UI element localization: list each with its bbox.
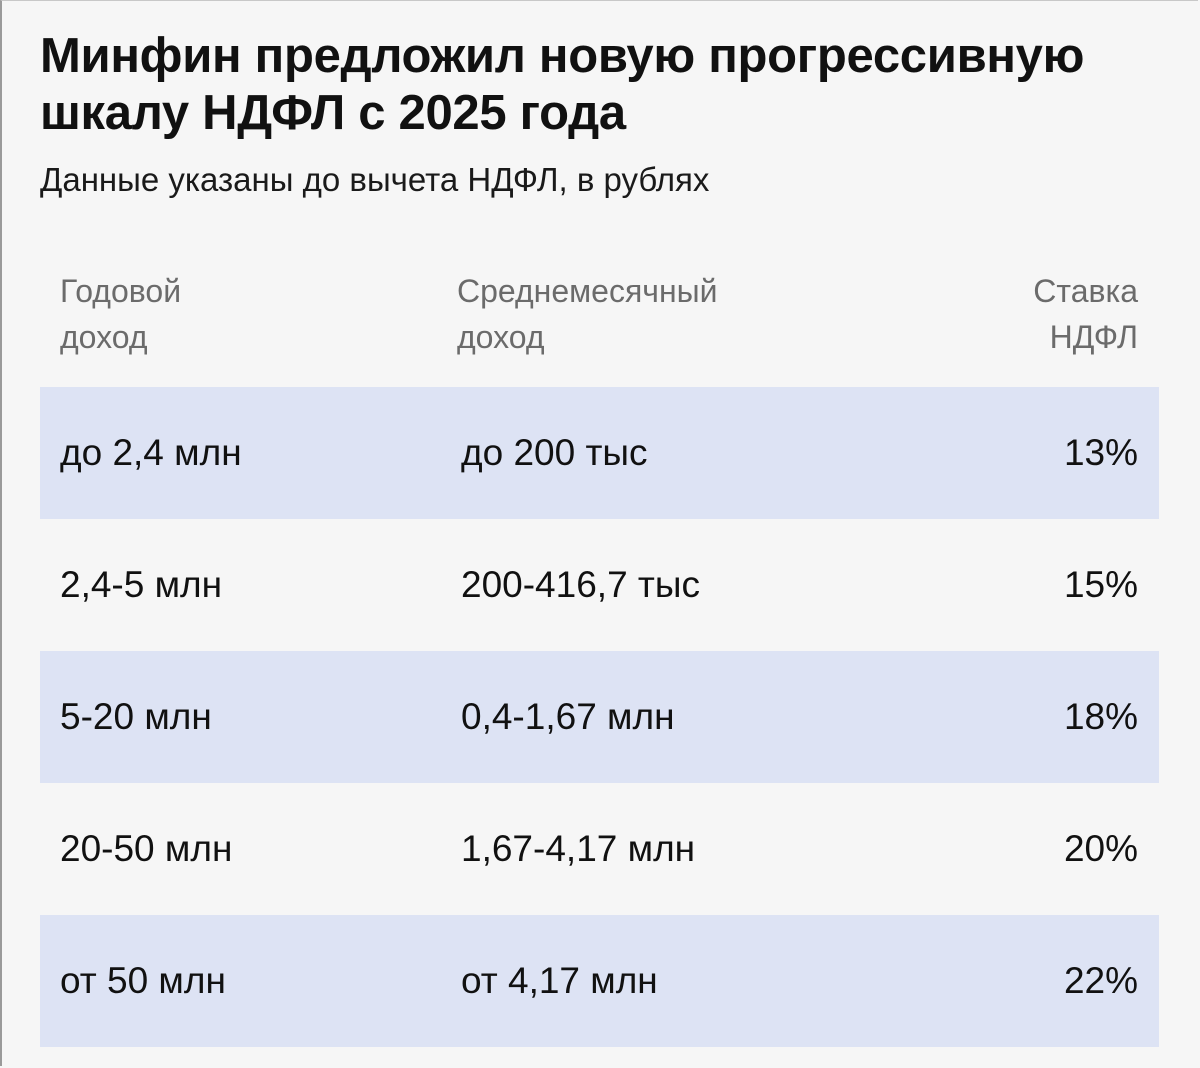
annual-income-cell: 20-50 млн	[60, 828, 233, 869]
chart-subtitle: Данные указаны до вычета НДФЛ, в рублях	[40, 161, 710, 198]
column-header-monthly-income: Среднемесячный доход	[457, 273, 718, 355]
tax-table: до 2,4 млн до 200 тыс 13% 2,4-5 млн 200-…	[40, 387, 1159, 1047]
annual-income-cell: 2,4-5 млн	[60, 564, 223, 605]
monthly-income-cell: до 200 тыс	[461, 432, 648, 473]
annual-income-cell: до 2,4 млн	[60, 432, 242, 473]
table-row: 20-50 млн 1,67-4,17 млн 20%	[40, 783, 1159, 915]
tax-rate-cell: 20%	[1063, 828, 1138, 869]
annual-income-cell: 5-20 млн	[60, 696, 212, 737]
chart-title: Минфин предложил новую прогрессивную шка…	[40, 29, 1085, 140]
tax-rate-cell: 13%	[1063, 432, 1138, 473]
tax-rate-cell: 18%	[1063, 696, 1138, 737]
tax-rate-cell: 15%	[1063, 564, 1138, 605]
table-row: 5-20 млн 0,4-1,67 млн 18%	[40, 651, 1159, 783]
table-row: до 2,4 млн до 200 тыс 13%	[40, 387, 1159, 519]
monthly-income-cell: 1,67-4,17 млн	[461, 828, 696, 869]
column-header-tax-rate: Ставка НДФЛ	[1033, 273, 1138, 355]
table-row: 2,4-5 млн 200-416,7 тыс 15%	[40, 519, 1159, 651]
monthly-income-cell: 0,4-1,67 млн	[461, 696, 675, 737]
monthly-income-cell: 200-416,7 тыс	[461, 564, 700, 605]
table-row: от 50 млн от 4,17 млн 22%	[40, 915, 1159, 1047]
annual-income-cell: от 50 млн	[60, 960, 226, 1001]
column-header-annual-income: Годовой доход	[60, 273, 182, 355]
tax-rate-cell: 22%	[1063, 960, 1138, 1001]
monthly-income-cell: от 4,17 млн	[461, 960, 658, 1001]
